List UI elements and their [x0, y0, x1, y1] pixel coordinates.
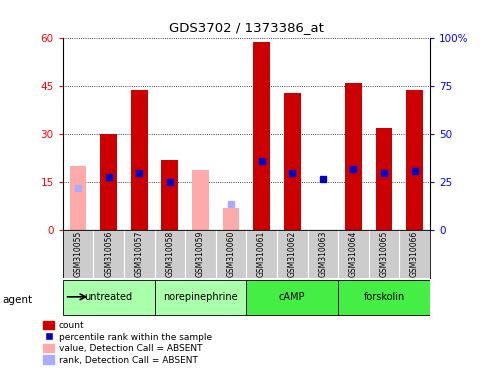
- Bar: [253, 41, 270, 230]
- Title: GDS3702 / 1373386_at: GDS3702 / 1373386_at: [169, 22, 324, 35]
- Bar: [345, 83, 362, 230]
- Bar: [100, 134, 117, 230]
- Text: GSM310063: GSM310063: [318, 230, 327, 276]
- Text: GSM310066: GSM310066: [410, 230, 419, 276]
- Text: GSM310056: GSM310056: [104, 230, 113, 276]
- Legend: count, percentile rank within the sample, value, Detection Call = ABSENT, rank, : count, percentile rank within the sample…: [43, 321, 212, 365]
- Bar: [192, 170, 209, 230]
- Text: GSM310061: GSM310061: [257, 230, 266, 276]
- Text: GSM310055: GSM310055: [73, 230, 83, 276]
- Text: GSM310062: GSM310062: [288, 230, 297, 276]
- Text: GSM310060: GSM310060: [227, 230, 236, 276]
- Bar: [284, 93, 300, 230]
- Bar: [338, 280, 430, 315]
- Text: untreated: untreated: [85, 292, 133, 302]
- Text: GSM310064: GSM310064: [349, 230, 358, 276]
- Bar: [376, 128, 392, 230]
- Text: GSM310065: GSM310065: [380, 230, 388, 276]
- Bar: [131, 89, 148, 230]
- Bar: [155, 280, 246, 315]
- Text: GSM310057: GSM310057: [135, 230, 144, 276]
- Bar: [63, 280, 155, 315]
- Text: cAMP: cAMP: [279, 292, 305, 302]
- Text: forskolin: forskolin: [363, 292, 405, 302]
- Text: GSM310058: GSM310058: [165, 230, 174, 276]
- Text: norepinephrine: norepinephrine: [163, 292, 238, 302]
- Bar: [161, 160, 178, 230]
- Bar: [223, 208, 240, 230]
- Text: agent: agent: [2, 295, 32, 305]
- Bar: [246, 280, 338, 315]
- Bar: [70, 166, 86, 230]
- Bar: [406, 89, 423, 230]
- Text: GSM310059: GSM310059: [196, 230, 205, 276]
